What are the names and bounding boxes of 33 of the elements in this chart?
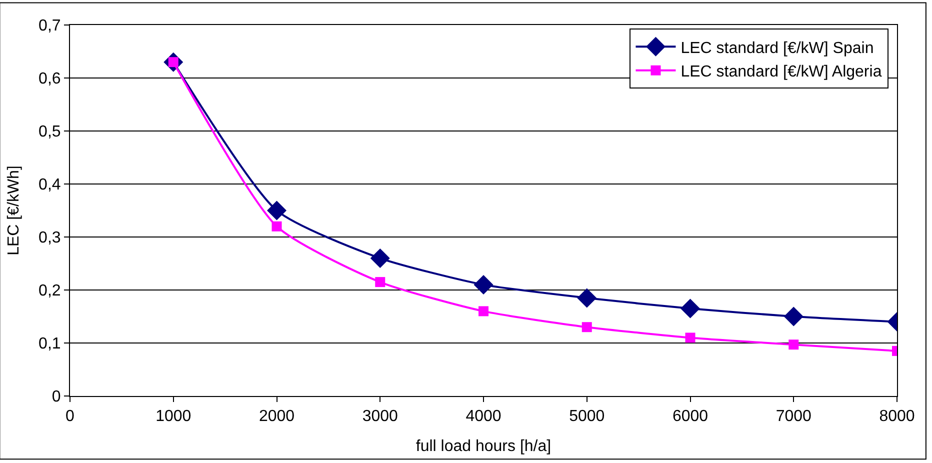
point <box>267 200 286 220</box>
point <box>784 306 804 326</box>
point <box>375 277 386 288</box>
x-tick-label: 7000 <box>776 408 812 426</box>
x-tick-label: 1000 <box>156 408 192 426</box>
point <box>370 248 390 268</box>
y-tick-label: 0 <box>52 388 61 406</box>
point <box>474 274 494 294</box>
legend-label: LEC standard [€/kW] Algeria <box>680 64 882 81</box>
x-tick-label: 4000 <box>466 408 502 426</box>
y-tick-label: 0,6 <box>38 70 61 88</box>
point <box>582 322 592 332</box>
y-tick-label: 0,1 <box>38 336 61 353</box>
legend-label: LEC standard [€/kW] Spain <box>680 40 874 57</box>
point <box>577 288 597 308</box>
y-axis-title: LEC [€/kWh] <box>5 166 22 256</box>
point <box>788 340 799 350</box>
point <box>685 332 696 343</box>
x-tick-label: 8000 <box>879 408 915 426</box>
point <box>680 298 700 318</box>
x-tick-label: 3000 <box>362 408 398 426</box>
x-tick-label: 5000 <box>569 408 605 426</box>
y-tick-label: 0,7 <box>38 18 61 35</box>
x-tick-label: 0 <box>66 408 75 426</box>
x-tick-label: 2000 <box>258 408 295 426</box>
x-tick-label: 6000 <box>672 408 708 426</box>
y-tick-label: 0,5 <box>38 124 61 141</box>
point <box>272 221 282 232</box>
point <box>478 306 488 316</box>
y-tick-label: 0,3 <box>38 230 61 247</box>
x-axis-title: full load hours [h/a] <box>416 438 552 455</box>
y-tick-label: 0,4 <box>38 176 61 194</box>
y-tick-label: 0,2 <box>38 282 61 300</box>
